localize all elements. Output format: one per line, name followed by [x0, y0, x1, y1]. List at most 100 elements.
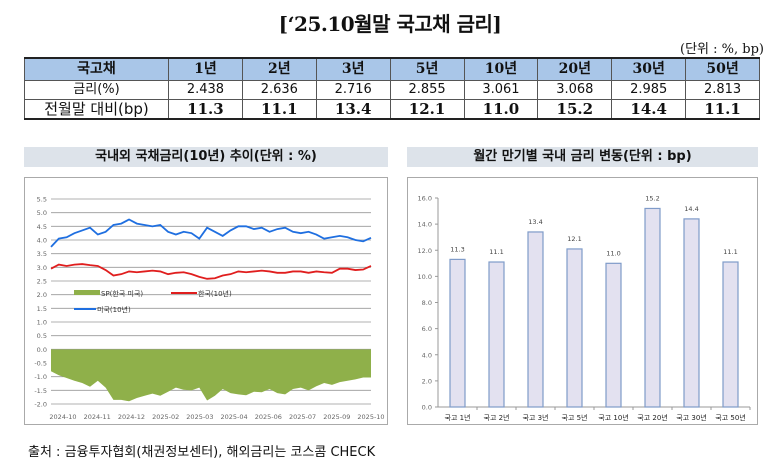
y-tick-label: 5.5	[37, 196, 47, 204]
y-tick-label: 0.0	[37, 346, 47, 354]
legend-label: 한국(10년)	[198, 289, 232, 298]
data-label: 13.4	[528, 218, 542, 226]
y-tick-label: -0.5	[34, 360, 47, 368]
x-tick-label: 국고 10년	[598, 413, 628, 422]
x-tick-label: 2024-12	[118, 413, 145, 421]
table-cell: 12.1	[389, 98, 465, 120]
table-cell: 2.716	[315, 79, 391, 100]
bar-chart-title: 월간 만기별 국내 금리 변동(단위 : bp)	[407, 147, 758, 167]
bar	[566, 248, 583, 408]
rates-table: 국고채 1년 2년 3년 5년 10년 20년 30년 50년 금리(%) 2.…	[24, 57, 760, 120]
y-tick-label: 6.0	[422, 325, 432, 333]
korea-10y-line	[50, 263, 372, 280]
y-tick-label: 10.0	[418, 273, 432, 281]
legend-swatch-korea	[171, 292, 197, 294]
bar-chart-box: 16.0 14.0 12.0 10.0 8.0 6.0 4.0 2.0 0.0 11.3 국고 1년…	[407, 177, 758, 425]
unit-label: (단위 : %, bp)	[680, 42, 764, 57]
bar	[683, 218, 700, 408]
y-tick-label: 0.0	[422, 404, 432, 412]
legend-label: 미국(10년)	[97, 305, 131, 314]
header-cell: 3년	[315, 57, 391, 81]
bar	[722, 261, 739, 408]
table-row: 전월말 대비(bp) 11.3 11.1 13.4 12.1 11.0 15.2…	[24, 98, 760, 120]
y-tick-label: 1.5	[37, 305, 47, 313]
legend-label: SP(한국 미국)	[101, 289, 143, 298]
y-tick-label: 0.5	[37, 332, 47, 340]
line-chart: 5.5 5.0 4.5 4.0 3.5 3.0 2.5 2.0 1.5 1.0 0.5 0.0 -0.5…	[34, 196, 384, 422]
data-label: 11.1	[723, 248, 737, 256]
table-cell: 11.1	[241, 98, 317, 120]
bar	[527, 231, 544, 408]
y-tick-label: 2.0	[37, 291, 47, 299]
y-tick-label: 8.0	[422, 299, 432, 307]
data-label: 14.4	[684, 205, 698, 213]
bar-chart: 16.0 14.0 12.0 10.0 8.0 6.0 4.0 2.0 0.0 11.3 국고 1년…	[418, 194, 751, 422]
header-cell: 50년	[685, 57, 760, 81]
table-cell: 11.0	[463, 98, 539, 120]
page-title: [‘25.10월말 국고채 금리]	[278, 12, 502, 36]
header-cell: 10년	[463, 57, 539, 81]
x-tick-label: 국고 1년	[445, 413, 471, 422]
header-cell: 5년	[389, 57, 465, 81]
x-tick-label: 2025-07	[289, 413, 316, 421]
y-tick-label: -1.5	[34, 387, 47, 395]
x-tick-label: 2025-02	[152, 413, 179, 421]
table-cell: 2.813	[685, 79, 760, 100]
header-cell: 30년	[611, 57, 687, 81]
table-cell: 2.438	[168, 79, 243, 100]
legend-swatch-spread	[74, 290, 100, 295]
x-tick-label: 국고 30년	[676, 413, 706, 422]
table-cell: 13.4	[315, 98, 391, 120]
data-label: 11.3	[450, 245, 464, 253]
x-tick-label: 2025-03	[186, 413, 213, 421]
table-cell: 2.855	[389, 79, 465, 100]
data-label: 11.1	[489, 248, 503, 256]
data-label: 12.1	[567, 235, 581, 243]
bar	[449, 258, 466, 408]
table-cell: 2.636	[241, 79, 317, 100]
x-tick-label: 2025-10	[357, 413, 384, 421]
y-tick-label: 3.5	[37, 250, 47, 258]
header-cell: 1년	[168, 57, 243, 81]
y-tick-label: 16.0	[418, 195, 432, 203]
y-tick-label: -2.0	[34, 401, 47, 409]
source-note: 출처 : 금융투자협회(채권정보센터), 해외금리는 코스콤 CHECK	[28, 445, 376, 460]
y-tick-label: 4.0	[37, 237, 47, 245]
us-10y-line	[50, 218, 372, 248]
x-tick-label: 2024-10	[49, 413, 76, 421]
bar	[488, 261, 505, 408]
x-tick-label: 국고 20년	[637, 413, 667, 422]
table-cell: 3.061	[463, 79, 539, 100]
table-cell: 14.4	[611, 98, 687, 120]
data-label: 15.2	[645, 194, 659, 202]
y-tick-label: 1.0	[37, 319, 47, 327]
x-tick-label: 2025-06	[255, 413, 282, 421]
header-cell: 20년	[537, 57, 613, 81]
y-tick-label: -1.0	[34, 373, 47, 381]
header-cell: 2년	[241, 57, 317, 81]
y-tick-label: 3.0	[37, 264, 47, 272]
legend-swatch-us	[74, 308, 96, 310]
y-tick-label: 4.0	[422, 351, 432, 359]
y-tick-label: 14.0	[418, 221, 432, 229]
row-label: 금리(%)	[24, 79, 169, 100]
x-tick-label: 2024-11	[84, 413, 111, 421]
table-cell: 11.3	[168, 98, 243, 120]
x-tick-label: 국고 50년	[715, 413, 745, 422]
x-tick-label: 2025-09	[323, 413, 350, 421]
table-header-row: 국고채 1년 2년 3년 5년 10년 20년 30년 50년	[24, 57, 760, 81]
spread-area	[51, 349, 371, 402]
data-label: 11.0	[606, 249, 620, 257]
table-cell: 2.985	[611, 79, 687, 100]
table-cell: 15.2	[537, 98, 613, 120]
y-tick-label: 4.5	[37, 223, 47, 231]
x-tick-label: 2025-04	[221, 413, 248, 421]
y-tick-label: 12.0	[418, 247, 432, 255]
x-tick-label: 국고 5년	[562, 413, 588, 422]
line-chart-box: 5.5 5.0 4.5 4.0 3.5 3.0 2.5 2.0 1.5 1.0 0.5 0.0 -0.5…	[24, 177, 388, 425]
table-cell: 11.1	[685, 98, 760, 120]
line-chart-title: 국내외 국채금리(10년) 추이(단위 : %)	[24, 147, 388, 167]
bar	[605, 262, 622, 408]
table-row: 금리(%) 2.438 2.636 2.716 2.855 3.061 3.06…	[24, 79, 760, 100]
row-label: 전월말 대비(bp)	[24, 98, 169, 120]
